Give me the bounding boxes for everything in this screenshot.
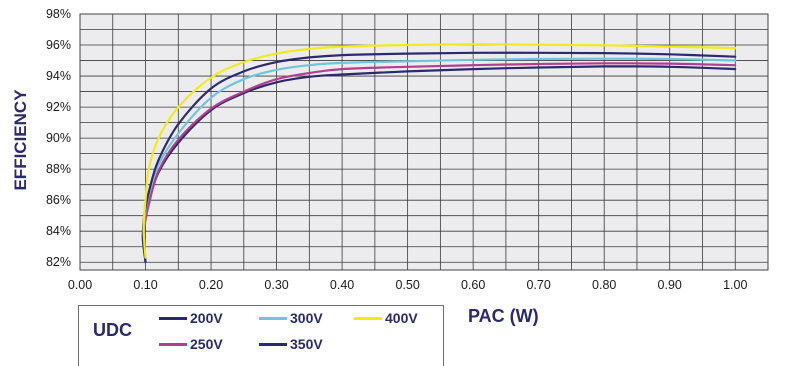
y-tick-label: 86%	[46, 193, 71, 207]
legend-item-350v: 350V	[259, 336, 323, 352]
x-tick-labels: 0.00 0.10 0.20 0.30 0.40 0.50 0.60 0.70 0.80 0.90…	[68, 278, 748, 292]
x-axis-title: PAC (W)	[468, 306, 539, 326]
x-tick-label: 0.40	[330, 278, 354, 292]
legend-swatch-200v	[159, 316, 187, 320]
legend-item-300v: 300V	[259, 310, 323, 326]
legend-item-400v: 400V	[354, 310, 418, 326]
legend-swatch-300v	[259, 316, 287, 320]
legend-swatch-400v	[354, 316, 382, 320]
y-tick-label: 84%	[46, 224, 71, 238]
x-tick-label: 1.00	[723, 278, 747, 292]
x-tick-label: 0.20	[199, 278, 223, 292]
legend: UDC 200V 250V 300V 350V 400V	[78, 305, 444, 366]
x-tick-label: 0.30	[264, 278, 288, 292]
series-line-350v	[141, 51, 737, 264]
y-tick-labels: 82% 84% 86% 88% 90% 92% 94% 96% 98%	[46, 7, 71, 269]
legend-label-400v: 400V	[385, 310, 418, 326]
legend-label-300v: 300V	[290, 310, 323, 326]
y-axis-title: EFFICIENCY	[11, 89, 30, 191]
series-lines	[141, 43, 737, 264]
x-tick-label: 0.80	[592, 278, 616, 292]
legend-item-200v: 200V	[159, 310, 223, 326]
plot-area	[79, 13, 769, 271]
series-line-400v	[142, 43, 737, 259]
x-tick-label: 0.60	[461, 278, 485, 292]
y-tick-label: 88%	[46, 162, 71, 176]
legend-label-200v: 200V	[190, 310, 223, 326]
legend-label-350v: 350V	[290, 336, 323, 352]
plot-background	[79, 13, 769, 271]
y-tick-label: 82%	[46, 255, 71, 269]
y-tick-label: 94%	[46, 69, 71, 83]
legend-label-250v: 250V	[190, 336, 223, 352]
y-tick-label: 92%	[46, 100, 71, 114]
y-tick-label: 98%	[46, 7, 71, 21]
x-tick-label: 0.90	[658, 278, 682, 292]
legend-swatch-250v	[159, 342, 187, 346]
efficiency-chart: 0.00 0.10 0.20 0.30 0.40 0.50 0.60 0.70 0.80 0.90…	[11, 7, 769, 292]
x-tick-label: 0.00	[68, 278, 92, 292]
x-tick-label: 0.10	[133, 278, 157, 292]
y-tick-label: 96%	[46, 38, 71, 52]
legend-item-250v: 250V	[159, 336, 223, 352]
y-tick-label: 90%	[46, 131, 71, 145]
x-tick-label: 0.50	[395, 278, 419, 292]
legend-swatch-350v	[259, 342, 287, 346]
legend-title: UDC	[93, 320, 132, 340]
x-tick-label: 0.70	[526, 278, 550, 292]
series-line-250v	[142, 62, 737, 262]
